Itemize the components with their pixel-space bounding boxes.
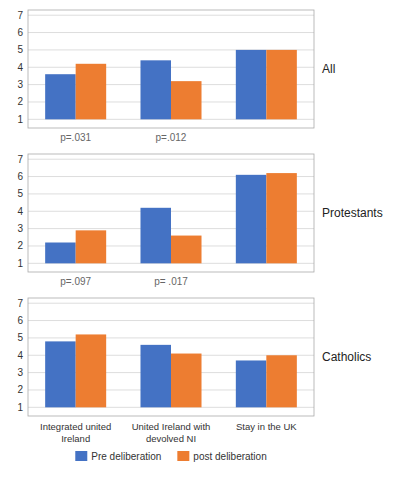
y-tick-label: 2: [17, 240, 23, 251]
bar: post deliberation: [266, 50, 297, 119]
annotation: p=.012: [156, 132, 187, 143]
y-tick-label: 7: [17, 10, 23, 21]
x-tick-label: United Ireland withdevolved NI: [132, 421, 211, 444]
y-tick-label: 3: [17, 79, 23, 90]
bars: Pre deliberation Pre deliberation Pre deli…: [45, 50, 297, 119]
legend-swatch: [75, 451, 87, 461]
panel: 1234567Pre deliberationPre deliberationP…: [17, 154, 382, 287]
y-tick-label: 6: [17, 27, 23, 38]
bars: Pre deliberation Pre deliberation Pre deli…: [45, 173, 297, 263]
grid-line: [28, 303, 314, 304]
y-tick-label: 6: [17, 171, 23, 182]
annotation: p= .017: [154, 276, 188, 287]
grid-line: [28, 159, 314, 160]
panel: 1234567Pre deliberationPre deliberationP…: [17, 10, 335, 143]
y-tick-label: 5: [17, 188, 23, 199]
x-tick-label: Stay in the UK: [236, 421, 297, 432]
x-tick-label-line: devolved NI: [146, 433, 196, 444]
y-tick-label: 1: [17, 402, 23, 413]
y-tick-label: 1: [17, 258, 23, 269]
y-tick-label: 5: [17, 44, 23, 55]
bar: post deliberation: [266, 355, 297, 407]
bar: Pre deliberation: [236, 175, 267, 264]
panel-title: Protestants: [322, 206, 383, 220]
y-tick-label: 7: [17, 154, 23, 165]
bar: post deliberation: [171, 236, 202, 264]
legend-label: post deliberation: [193, 451, 266, 462]
y-tick-label: 2: [17, 384, 23, 395]
legend-label: Pre deliberation: [91, 451, 161, 462]
y-tick-label: 6: [17, 315, 23, 326]
bar: Pre deliberation: [45, 74, 76, 119]
bar: Pre deliberation: [140, 208, 171, 264]
grid-line: [28, 32, 314, 33]
chart: 1234567Pre deliberationPre deliberationP…: [0, 0, 394, 500]
y-tick-label: 3: [17, 223, 23, 234]
y-tick-label: 5: [17, 332, 23, 343]
panel-title: Catholics: [322, 350, 371, 364]
legend: Pre deliberation post deliberation: [75, 451, 266, 462]
x-tick-label-line: Stay in the UK: [236, 421, 297, 432]
page: {"chart_data": [ {"type": "bar", "title"…: [0, 0, 394, 500]
grid-line: [28, 320, 314, 321]
y-tick-label: 4: [17, 206, 23, 217]
bar: post deliberation: [171, 354, 202, 408]
annotation: p=.031: [60, 132, 91, 143]
bar: post deliberation: [171, 81, 202, 119]
bar: Pre deliberation: [236, 360, 267, 407]
bar: post deliberation: [76, 230, 107, 263]
bar: Pre deliberation: [45, 341, 76, 407]
bars: Pre deliberation Pre deliberation Pre deli…: [45, 334, 297, 407]
bar: Pre deliberation: [140, 345, 171, 407]
annotation: p=.097: [60, 276, 91, 287]
legend-item: Pre deliberation: [75, 451, 161, 462]
bar: Pre deliberation: [236, 50, 267, 119]
x-tick-label-line: United Ireland with: [132, 421, 211, 432]
plot-frame: [28, 154, 314, 272]
bar: post deliberation: [76, 64, 107, 120]
y-tick-label: 4: [17, 350, 23, 361]
legend-swatch: [177, 451, 189, 461]
plot-frame: [28, 10, 314, 128]
x-tick-label-line: Integrated united: [40, 421, 111, 432]
y-tick-label: 1: [17, 114, 23, 125]
plot-frame: [28, 298, 314, 416]
grid-line: [28, 337, 314, 338]
bar: post deliberation: [266, 173, 297, 263]
y-tick-label: 3: [17, 367, 23, 378]
legend-item: post deliberation: [177, 451, 266, 462]
y-tick-label: 4: [17, 62, 23, 73]
bar: Pre deliberation: [45, 243, 76, 264]
grid-line: [28, 15, 314, 16]
bar: post deliberation: [76, 334, 107, 407]
panel-title: All: [322, 62, 335, 76]
x-tick-label: Integrated unitedIreland: [40, 421, 111, 444]
y-tick-label: 2: [17, 96, 23, 107]
x-tick-label-line: Ireland: [61, 433, 90, 444]
y-tick-label: 7: [17, 298, 23, 309]
bar: Pre deliberation: [140, 60, 171, 119]
panel: 1234567Pre deliberationPre deliberationP…: [17, 298, 371, 444]
